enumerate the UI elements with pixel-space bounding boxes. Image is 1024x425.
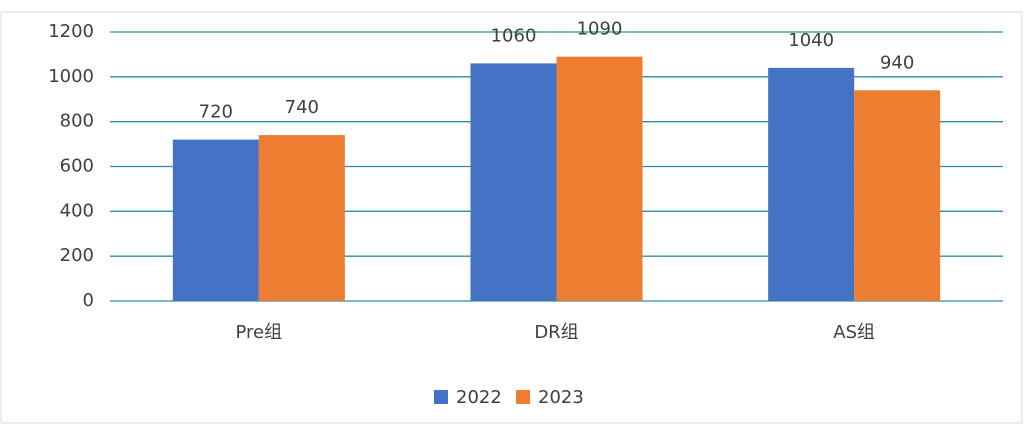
bar xyxy=(768,67,855,301)
data-label: 740 xyxy=(285,97,319,118)
bar xyxy=(470,63,557,302)
data-label: 1060 xyxy=(491,25,537,46)
data-label: 720 xyxy=(199,102,233,123)
bar xyxy=(854,90,941,302)
y-tick-label: 800 xyxy=(60,111,94,132)
data-label: 940 xyxy=(880,52,914,73)
x-tick-label: DR组 xyxy=(534,322,578,343)
x-tick-label: AS组 xyxy=(833,322,875,343)
bar xyxy=(556,56,643,302)
y-tick-label: 0 xyxy=(83,290,94,311)
y-tick-label: 400 xyxy=(60,200,94,221)
x-tick-label: Pre组 xyxy=(236,322,283,343)
y-tick-label: 200 xyxy=(60,245,94,266)
bar xyxy=(258,135,345,301)
y-tick-label: 1000 xyxy=(48,66,94,87)
data-label: 1040 xyxy=(788,30,834,51)
y-tick-label: 600 xyxy=(60,156,94,177)
legend-swatch xyxy=(434,390,448,404)
legend-label: 2023 xyxy=(538,387,584,408)
legend-swatch xyxy=(516,390,530,404)
data-label: 1090 xyxy=(577,19,623,40)
legend-label: 2022 xyxy=(456,387,502,408)
y-tick-label: 1200 xyxy=(48,21,94,42)
bar xyxy=(172,139,259,301)
